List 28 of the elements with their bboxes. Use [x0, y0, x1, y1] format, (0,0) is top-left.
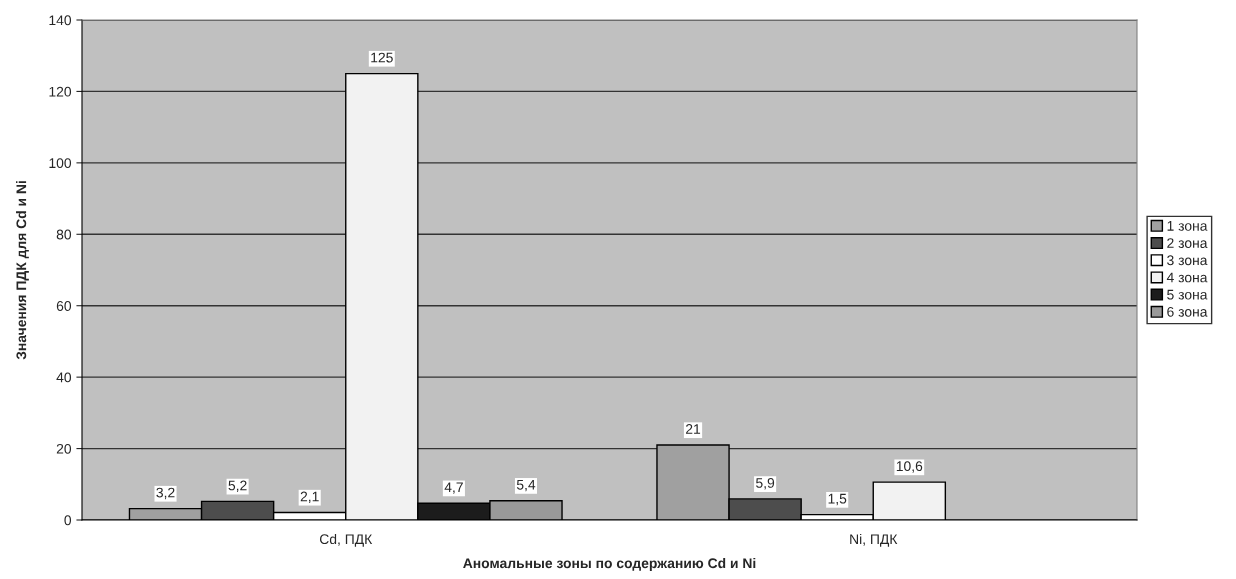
x-tick-label: Ni, ПДК	[850, 533, 898, 547]
y-tick-label: 120	[49, 86, 72, 97]
legend-label: 1 зона	[1167, 221, 1208, 231]
data-label: 5,2	[228, 480, 247, 492]
y-tick-label: 0	[64, 515, 72, 526]
y-tick-label: 80	[56, 229, 72, 240]
y-tick-label: 140	[49, 15, 72, 26]
y-tick-label: 40	[56, 372, 72, 383]
data-label: 5,4	[516, 479, 536, 492]
y-tick-label: 20	[56, 443, 72, 454]
y-tick-label: 60	[56, 301, 72, 311]
legend-label: 5 зона	[1167, 289, 1208, 300]
x-axis-title: Аномальные зоны по содержанию Cd и Ni	[463, 557, 756, 571]
y-tick-label: 100	[49, 158, 72, 169]
data-label: 21	[686, 424, 701, 434]
legend-label: 4 зона	[1166, 272, 1208, 283]
legend-label: 6 зона	[1167, 306, 1208, 317]
data-label: 4,7	[444, 482, 463, 494]
data-label: 125	[371, 52, 393, 63]
legend-label: 3 зона	[1167, 255, 1208, 266]
data-label: 1,5	[828, 493, 847, 506]
data-label: 10,6	[896, 461, 923, 473]
y-axis-title: Значения ПДК для Cd и Ni	[16, 181, 29, 360]
legend-label: 2 зона	[1167, 238, 1208, 248]
data-label: 2,1	[300, 491, 319, 504]
x-tick-label: Cd, ПДК	[319, 533, 373, 547]
data-label: 5,9	[756, 478, 775, 490]
data-label: 3,2	[156, 487, 175, 500]
